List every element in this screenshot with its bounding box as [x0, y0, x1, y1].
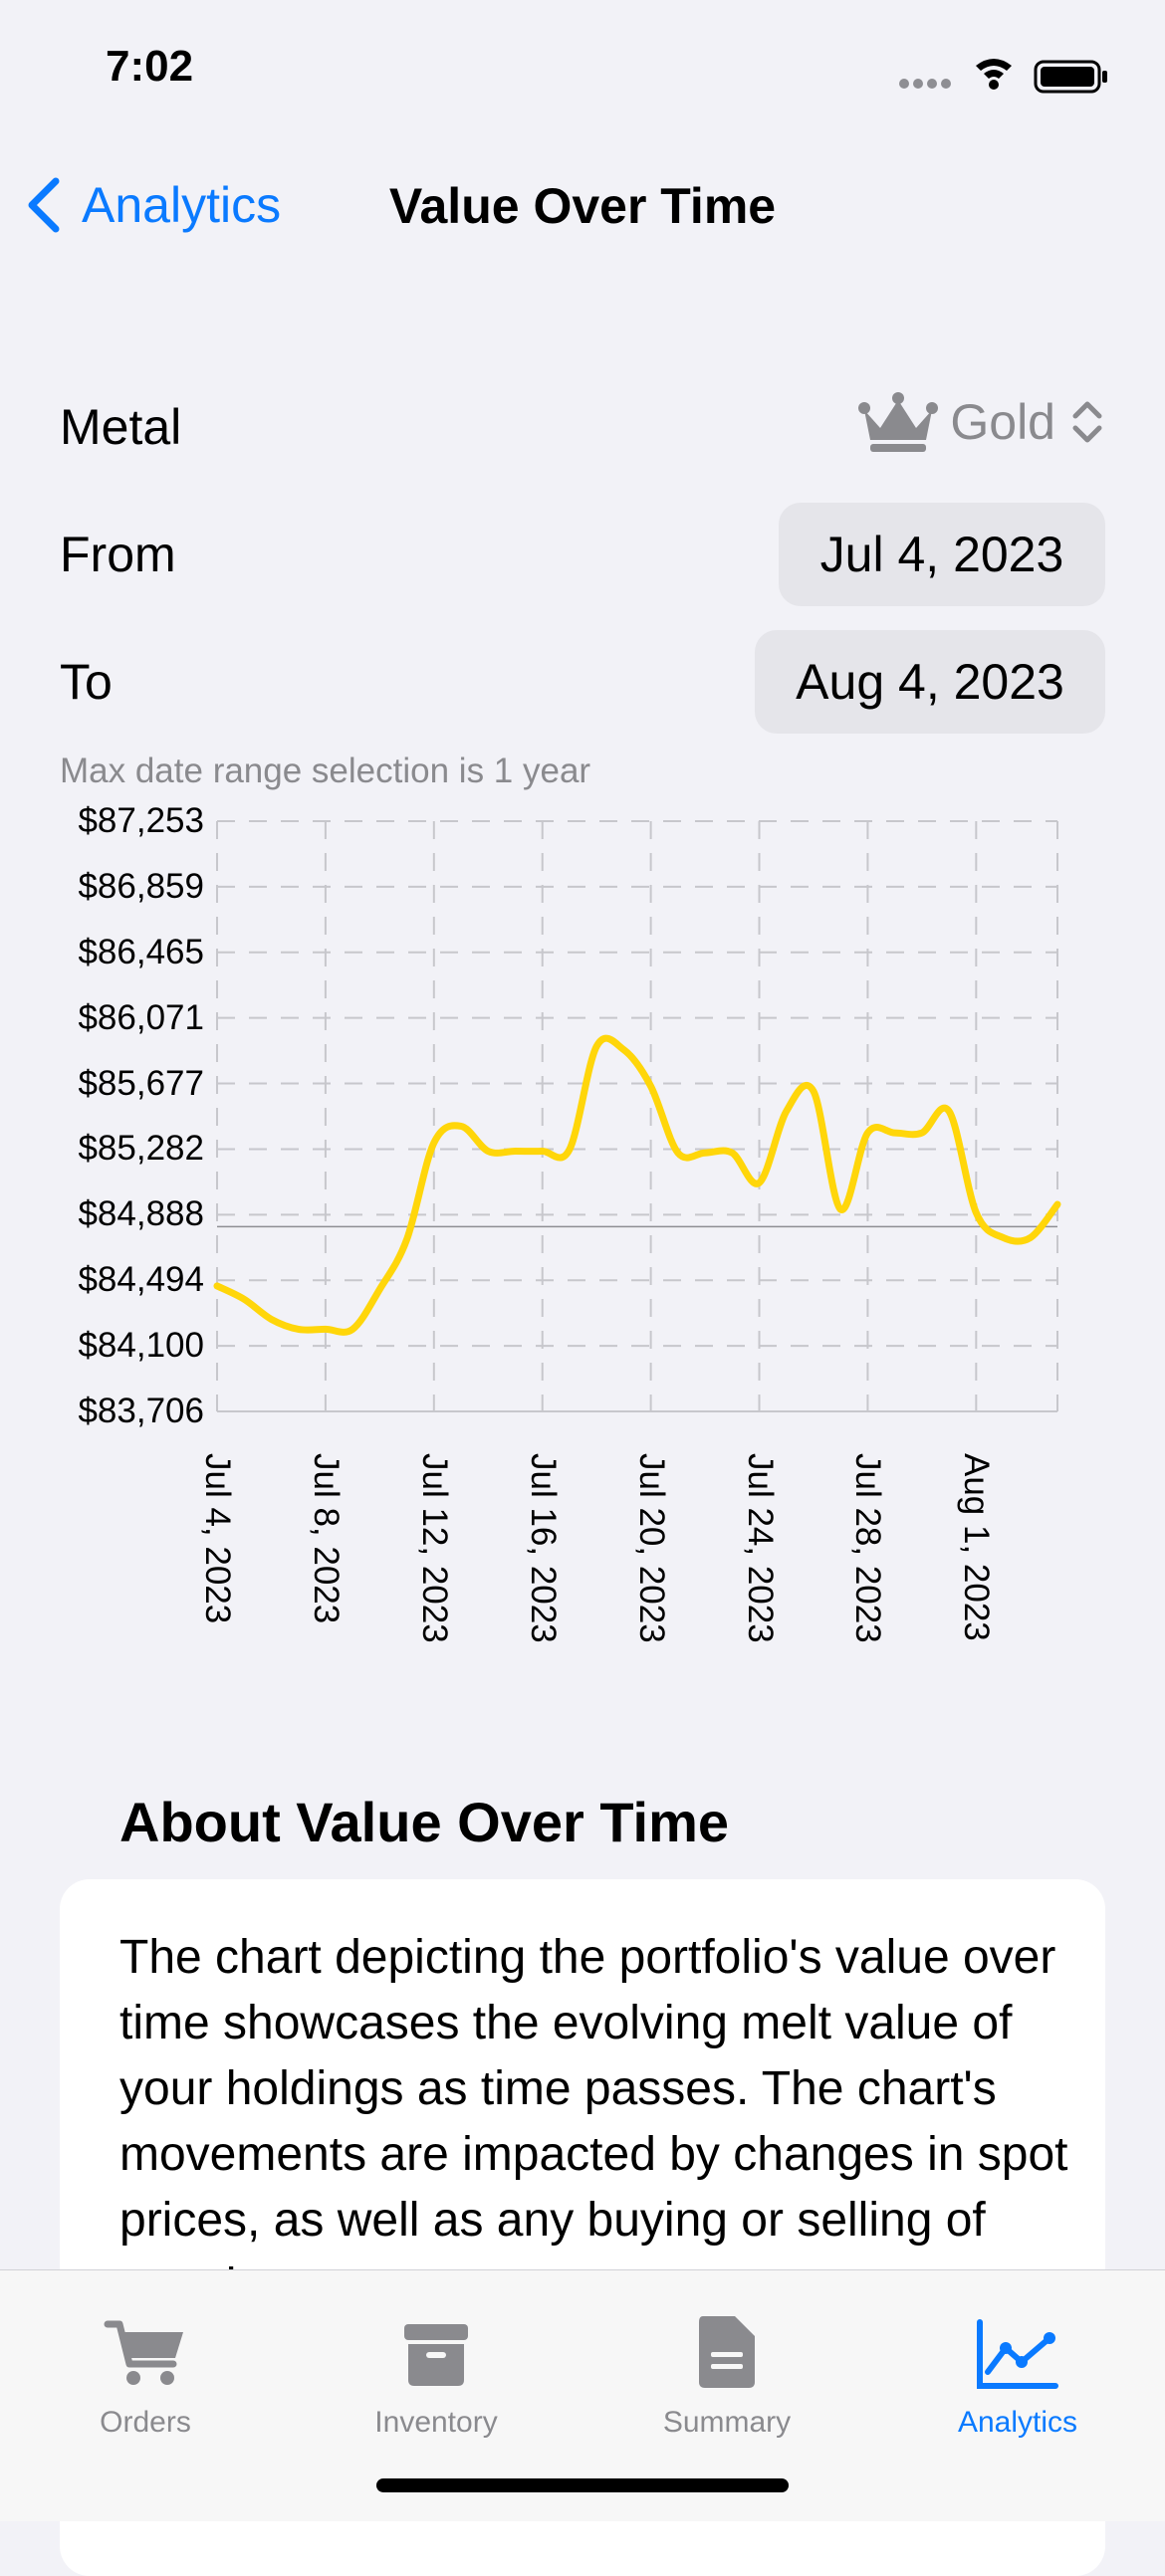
y-tick-label: $86,071	[78, 997, 204, 1037]
metal-label: Metal	[60, 399, 182, 455]
tab-label: Orders	[100, 2406, 191, 2439]
y-axis-labels: $87,253 $86,859 $86,465 $86,071 $85,677 $85,2…	[0, 796, 204, 1433]
x-axis-labels: Jul 4, 2023 Jul 8, 2023 Jul 12, 2023 Jul 16…	[0, 796, 1165, 1692]
from-date-button[interactable]: Jul 4, 2023	[779, 503, 1105, 606]
crown-icon	[858, 392, 939, 452]
chart-plot	[213, 820, 1061, 1412]
page-title: Value Over Time	[388, 178, 777, 234]
y-tick-label: $85,677	[78, 1063, 204, 1103]
y-tick-label: $86,859	[78, 866, 204, 906]
y-tick-label: $84,494	[78, 1260, 204, 1300]
y-tick-label: $87,253	[78, 801, 204, 840]
status-time: 7:02	[106, 42, 194, 91]
cart-icon	[104, 2320, 183, 2385]
to-label: To	[60, 654, 113, 710]
tab-label: Analytics	[957, 2406, 1078, 2439]
chart-line-icon	[977, 2319, 1058, 2389]
archivebox-icon	[404, 2324, 468, 2386]
chevron-left-icon	[28, 177, 60, 233]
series-line	[213, 1034, 1061, 1336]
metal-value: Gold	[950, 394, 1055, 450]
home-indicator	[376, 2478, 789, 2492]
y-tick-label: $85,282	[78, 1129, 204, 1169]
from-label: From	[60, 527, 176, 582]
about-title: About Value Over Time	[119, 1791, 730, 1853]
about-body: The chart depicting the portfolio's valu…	[119, 1931, 1068, 2312]
y-tick-label: $84,100	[78, 1326, 204, 1366]
x-tick-label: Jul 4, 2023	[198, 1453, 237, 1624]
chevron-updown-icon	[1072, 401, 1102, 443]
x-tick-label: Aug 1, 2023	[957, 1453, 997, 1641]
y-tick-label: $84,888	[78, 1194, 204, 1234]
document-icon	[699, 2316, 755, 2388]
y-tick-label: $86,465	[78, 932, 204, 971]
cellular-signal-icon	[899, 79, 951, 89]
back-button[interactable]: Analytics	[24, 175, 281, 235]
x-tick-label: Jul 12, 2023	[414, 1453, 454, 1643]
y-tick-label: $83,706	[78, 1392, 204, 1430]
tab-analytics[interactable]: Analytics	[872, 2270, 1163, 2440]
tab-summary[interactable]: Summary	[582, 2270, 872, 2440]
x-tick-label: Jul 8, 2023	[306, 1453, 346, 1624]
status-icons	[896, 54, 1115, 94]
back-label: Analytics	[82, 177, 282, 233]
x-tick-label: Jul 16, 2023	[523, 1453, 563, 1643]
date-range-hint: Max date range selection is 1 year	[60, 751, 591, 790]
tab-label: Inventory	[374, 2406, 498, 2439]
metal-picker[interactable]: Gold	[858, 390, 1105, 454]
tab-inventory[interactable]: Inventory	[291, 2270, 582, 2440]
wifi-icon	[976, 59, 1012, 90]
tab-orders[interactable]: Orders	[0, 2270, 291, 2440]
x-tick-label: Jul 20, 2023	[631, 1453, 671, 1643]
tab-bar: Orders Inventory Summary Analytics	[0, 2269, 1165, 2521]
battery-icon	[1034, 60, 1107, 94]
x-tick-label: Jul 24, 2023	[740, 1453, 780, 1643]
value-chart: $87,253 $86,859 $86,465 $86,071 $85,677 $85,2…	[0, 796, 1165, 1692]
x-tick-label: Jul 28, 2023	[848, 1453, 888, 1643]
to-date-button[interactable]: Aug 4, 2023	[755, 630, 1105, 734]
tab-label: Summary	[662, 2406, 792, 2439]
